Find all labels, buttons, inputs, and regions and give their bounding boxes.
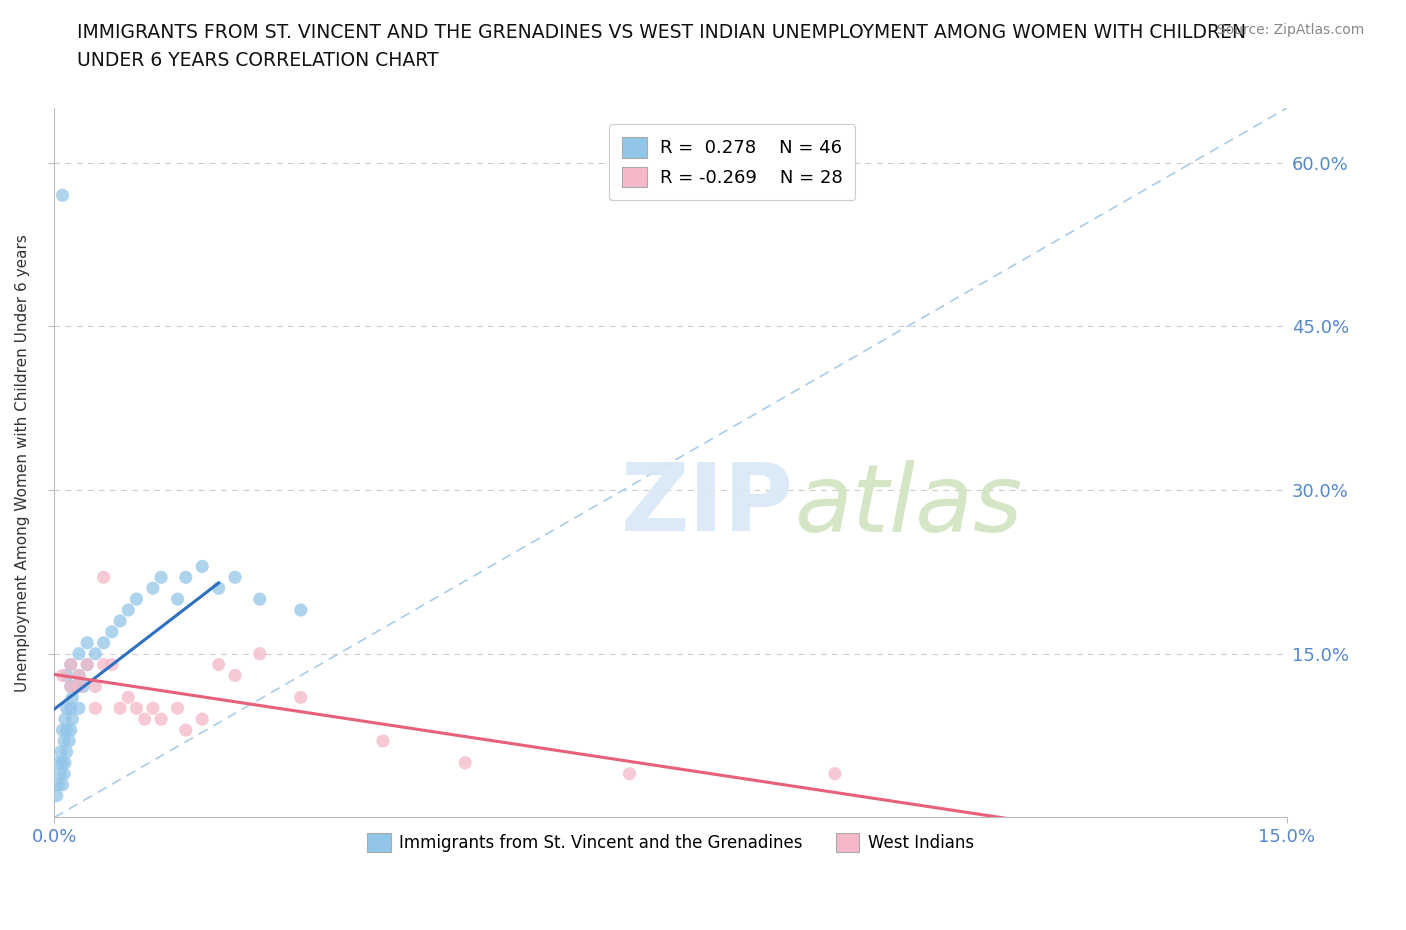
Point (59, 679, 82, 694)
Point (290, 603, 312, 618)
Point (454, 755, 477, 770)
Point (166, 591, 188, 606)
Point (49, 745, 72, 760)
Point (108, 701, 131, 716)
Point (371, 734, 394, 749)
Point (53, 711, 76, 726)
Point (174, 723, 197, 737)
Point (191, 559, 214, 574)
Point (53, 734, 76, 749)
Point (49, 766, 72, 781)
Point (290, 690, 312, 705)
Point (51, 723, 73, 737)
Point (174, 570, 197, 585)
Point (67, 668, 90, 683)
Point (93, 658, 115, 672)
Legend: Immigrants from St. Vincent and the Grenadines, West Indians: Immigrants from St. Vincent and the Gren… (361, 826, 980, 858)
Point (101, 658, 124, 672)
Point (58, 734, 80, 749)
Point (117, 690, 139, 705)
Point (67, 701, 90, 716)
Point (59, 723, 82, 737)
Point (53, 766, 76, 781)
Point (55, 701, 77, 716)
Text: IMMIGRANTS FROM ST. VINCENT AND THE GRENADINES VS WEST INDIAN UNEMPLOYMENT AMONG: IMMIGRANTS FROM ST. VINCENT AND THE GREN… (77, 23, 1247, 42)
Point (150, 570, 173, 585)
Point (108, 614, 131, 629)
Point (191, 711, 214, 726)
Point (134, 711, 156, 726)
Point (208, 580, 231, 595)
Point (72, 679, 94, 694)
Point (208, 658, 231, 672)
Point (60, 690, 83, 705)
Point (51, 755, 73, 770)
Point (619, 766, 641, 781)
Point (76, 658, 98, 672)
Point (51, 777, 73, 792)
Point (76, 635, 98, 650)
Point (45, 788, 67, 803)
Text: ZIP: ZIP (621, 459, 794, 551)
Point (60, 711, 83, 726)
Point (63, 679, 86, 694)
Point (125, 591, 148, 606)
Point (224, 668, 246, 683)
Point (67, 668, 90, 683)
Point (142, 701, 165, 716)
Point (142, 580, 165, 595)
Point (67, 679, 90, 694)
Point (59, 679, 82, 694)
Point (55, 745, 77, 760)
Text: UNDER 6 YEARS CORRELATION CHART: UNDER 6 YEARS CORRELATION CHART (77, 51, 439, 70)
Point (51, 188, 73, 203)
Point (59, 658, 82, 672)
Point (67, 646, 90, 661)
Point (249, 591, 271, 606)
Point (84, 701, 107, 716)
Point (125, 701, 148, 716)
Point (59, 701, 82, 716)
Point (48, 755, 70, 770)
Point (224, 570, 246, 585)
Point (84, 646, 107, 661)
Point (51, 668, 73, 683)
Point (101, 624, 124, 639)
Point (249, 646, 271, 661)
Point (59, 658, 82, 672)
Point (117, 603, 139, 618)
Y-axis label: Unemployment Among Women with Children Under 6 years: Unemployment Among Women with Children U… (15, 233, 30, 692)
Point (93, 635, 115, 650)
Point (55, 723, 77, 737)
Point (150, 711, 173, 726)
Point (55, 668, 77, 683)
Point (76, 658, 98, 672)
Text: atlas: atlas (794, 459, 1022, 551)
Point (824, 766, 846, 781)
Point (53, 755, 76, 770)
Point (84, 679, 107, 694)
Point (48, 777, 70, 792)
Point (93, 570, 115, 585)
Point (166, 701, 188, 716)
Text: Source: ZipAtlas.com: Source: ZipAtlas.com (1216, 23, 1364, 37)
